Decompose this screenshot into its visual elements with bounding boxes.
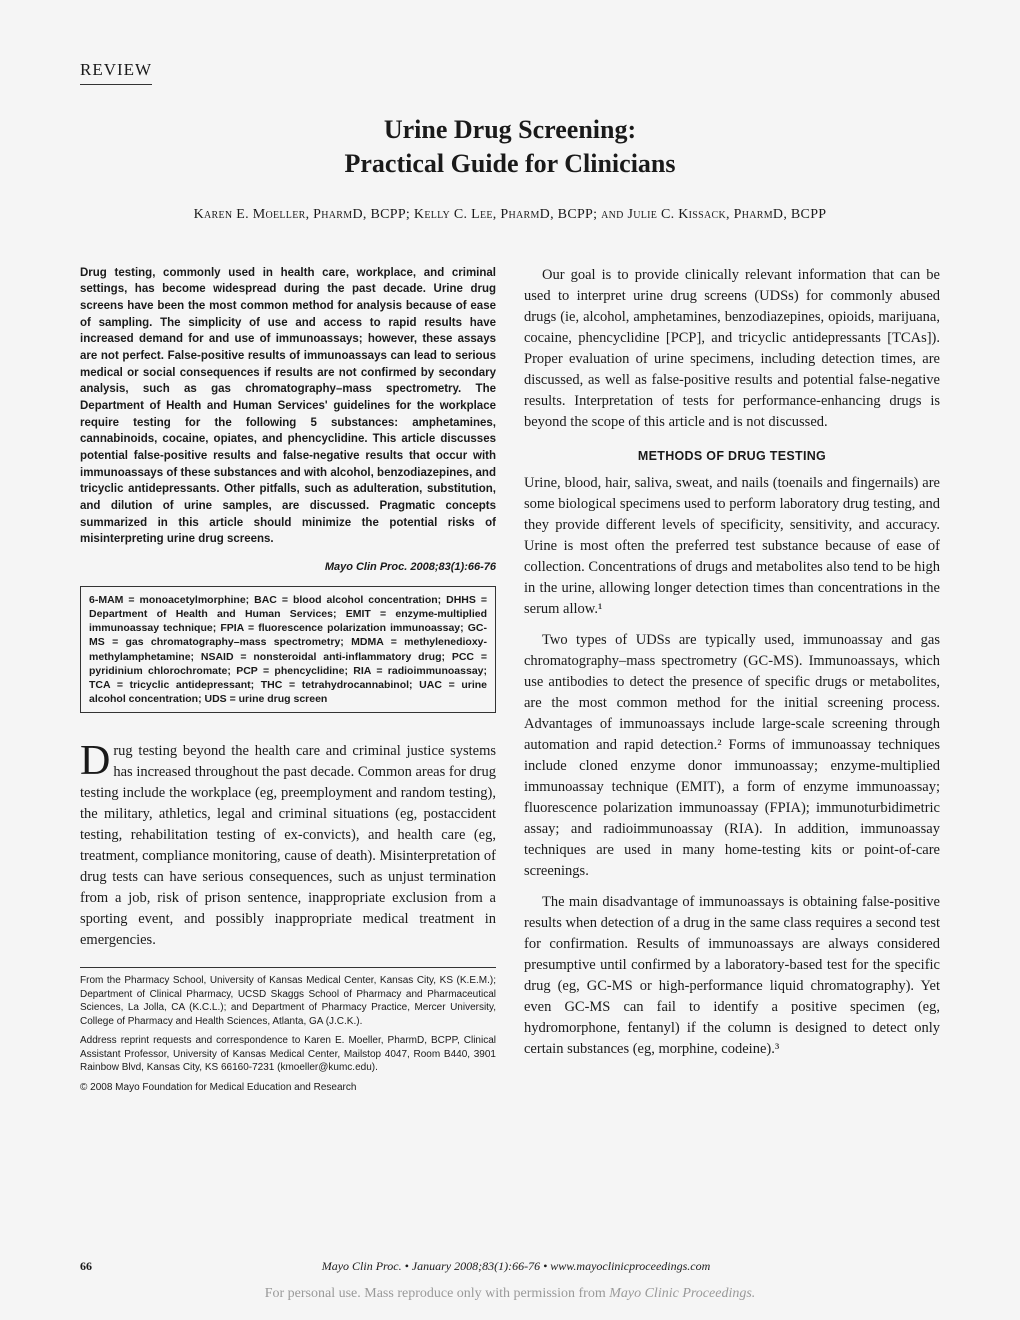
- abbreviations-box: 6-MAM = monoacetylmorphine; BAC = blood …: [80, 586, 496, 713]
- abstract: Drug testing, commonly used in health ca…: [80, 265, 496, 548]
- title-line-2: Practical Guide for Clinicians: [345, 149, 676, 178]
- two-column-body: Drug testing, commonly used in health ca…: [80, 265, 940, 1095]
- permission-notice: For personal use. Mass reproduce only wi…: [0, 1286, 1020, 1302]
- reprint-address: Address reprint requests and corresponde…: [80, 1034, 496, 1075]
- permission-text: For personal use. Mass reproduce only wi…: [265, 1286, 610, 1301]
- section-heading-methods: METHODS OF DRUG TESTING: [524, 447, 940, 465]
- title-line-1: Urine Drug Screening:: [384, 115, 636, 144]
- copyright: © 2008 Mayo Foundation for Medical Educa…: [80, 1081, 496, 1095]
- abstract-citation: Mayo Clin Proc. 2008;83(1):66-76: [80, 560, 496, 576]
- authors: Karen E. Moeller, PharmD, BCPP; Kelly C.…: [80, 207, 940, 223]
- page-footer: 66 Mayo Clin Proc. • January 2008;83(1):…: [80, 1259, 940, 1274]
- section-label: REVIEW: [80, 60, 152, 85]
- permission-journal: Mayo Clinic Proceedings.: [609, 1286, 755, 1301]
- footer-citation: Mayo Clin Proc. • January 2008;83(1):66-…: [322, 1259, 711, 1273]
- methods-para-3: The main disadvantage of immunoassays is…: [524, 892, 940, 1060]
- affiliations: From the Pharmacy School, University of …: [80, 974, 496, 1028]
- intro-text: rug testing beyond the health care and c…: [80, 743, 496, 948]
- dropcap: D: [80, 741, 113, 780]
- page-number: 66: [80, 1259, 92, 1274]
- methods-para-1: Urine, blood, hair, saliva, sweat, and n…: [524, 473, 940, 620]
- article-title: Urine Drug Screening: Practical Guide fo…: [80, 113, 940, 181]
- intro-paragraph: Drug testing beyond the health care and …: [80, 741, 496, 951]
- goal-paragraph: Our goal is to provide clinically releva…: [524, 265, 940, 433]
- methods-para-2: Two types of UDSs are typically used, im…: [524, 630, 940, 882]
- affiliation-block: From the Pharmacy School, University of …: [80, 967, 496, 1094]
